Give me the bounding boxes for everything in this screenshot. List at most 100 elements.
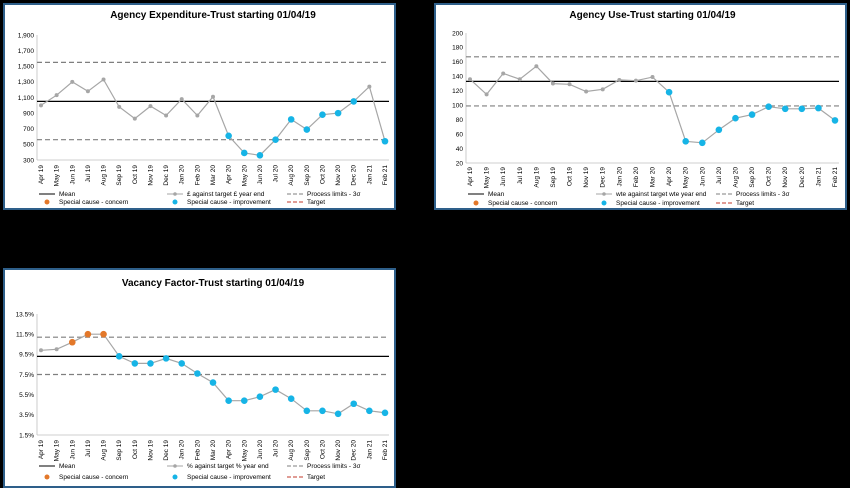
point-special-cause-improvement [366,407,373,415]
y-tick-label: 1,300 [18,79,35,86]
x-tick-label: May 19 [484,167,491,189]
chart-panel-agency-expenditure: Agency Expenditure-Trust starting 01/04/… [3,3,396,210]
legend-concern: Special cause - concern [59,474,129,481]
data-point [179,97,184,102]
data-point [70,79,75,84]
legend-concern-marker [44,199,50,205]
y-tick-label: 20 [456,160,464,167]
data-point [85,89,90,94]
x-tick-label: Apr 19 [38,165,45,185]
agency-expenditure-chart: Agency Expenditure-Trust starting 01/04/… [18,10,389,206]
data-point [468,77,472,82]
point-special-cause-concern [84,330,92,338]
y-tick-label: 140 [452,74,463,81]
x-tick-label: Jun 19 [69,165,76,185]
point-special-cause-improvement [334,109,342,117]
data-point [195,113,200,118]
x-tick-label: Sep 19 [550,167,557,188]
x-tick-label: Jun 19 [69,440,76,460]
series-line [40,78,386,156]
point-special-cause-improvement [225,132,232,140]
x-tick-label: Jun 20 [257,165,264,185]
legend-target: Target [307,199,325,206]
legend-mean: Mean [59,191,76,198]
point-special-cause-improvement [194,370,201,377]
legend-target: Target [307,474,325,481]
x-tick-label: Sep 20 [304,440,311,461]
point-special-cause-improvement [815,104,822,112]
point-special-cause-improvement [350,400,358,408]
y-tick-label: 900 [23,110,34,117]
x-tick-label: Dec 20 [799,167,806,188]
point-special-cause-improvement [319,111,326,118]
legend-concern: Special cause - concern [488,200,558,207]
x-tick-label: Feb 21 [832,167,839,188]
x-tick-label: Jul 19 [517,167,524,185]
data-point [117,104,122,109]
point-special-cause-improvement [287,116,295,123]
x-tick-label: Sep 20 [304,165,311,186]
y-tick-label: 13.5% [16,311,35,318]
point-special-cause-improvement [303,126,311,133]
data-point [484,92,489,97]
chart-title: Agency Use-Trust starting 01/04/19 [569,10,736,21]
point-special-cause-improvement [698,139,706,147]
legend-series-marker [173,192,177,196]
legend-improvement-marker [172,474,178,480]
data-point [567,82,572,87]
x-tick-label: Jun 19 [500,167,507,187]
x-tick-label: May 20 [241,440,248,462]
x-tick-label: Jan 21 [366,440,373,460]
legend-series: % against target % year end [187,463,269,470]
y-tick-label: 80 [456,117,464,124]
legend-improvement-marker [172,199,178,205]
point-special-cause-improvement [256,152,264,159]
x-tick-label: May 20 [241,165,248,187]
x-tick-label: Feb 20 [194,440,201,461]
x-tick-label: Dec 19 [163,440,170,461]
x-tick-label: Jul 19 [85,165,92,183]
x-tick-label: Aug 20 [732,167,739,188]
x-tick-label: Sep 19 [116,165,123,186]
x-tick-label: Nov 20 [335,165,342,186]
x-tick-label: Oct 20 [319,165,326,185]
x-tick-label: May 20 [683,167,690,189]
legend-improvement: Special cause - improvement [187,199,271,206]
x-tick-label: Aug 19 [101,165,108,186]
data-point [148,104,153,109]
x-tick-label: Jul 20 [273,440,280,458]
legend-process-limits: Process limits - 3σ [307,191,361,198]
data-point [132,116,137,121]
data-point [54,93,59,98]
y-tick-label: 1.5% [19,432,34,439]
data-point [650,75,655,80]
data-point [517,77,522,82]
y-tick-label: 500 [23,142,34,149]
x-tick-label: Apr 19 [38,440,45,460]
point-special-cause-improvement [272,136,279,143]
point-special-cause-concern [100,330,107,338]
y-tick-label: 1,500 [18,64,35,71]
data-point [39,348,43,353]
x-tick-label: Feb 20 [194,165,201,186]
y-tick-label: 60 [456,131,464,138]
legend-series-marker [173,464,177,468]
x-tick-label: Nov 19 [147,165,154,186]
x-tick-label: May 19 [54,440,61,462]
x-tick-label: Apr 20 [226,440,233,460]
x-tick-label: Aug 20 [288,440,295,461]
x-tick-label: Oct 20 [319,440,326,460]
point-special-cause-improvement [381,137,389,145]
legend-target: Target [736,200,754,207]
x-tick-label: Apr 20 [226,165,233,185]
x-tick-label: Jan 20 [179,165,186,185]
point-special-cause-improvement [131,360,139,367]
point-special-cause-improvement [115,353,123,360]
x-tick-label: Sep 20 [749,167,756,188]
x-tick-label: Nov 19 [147,440,154,461]
y-tick-label: 300 [23,157,34,164]
x-tick-label: Mar 20 [210,440,217,461]
legend-series: wte against target wte year end [615,191,707,198]
x-tick-label: Nov 20 [335,440,342,461]
y-tick-label: 1,100 [18,95,35,102]
